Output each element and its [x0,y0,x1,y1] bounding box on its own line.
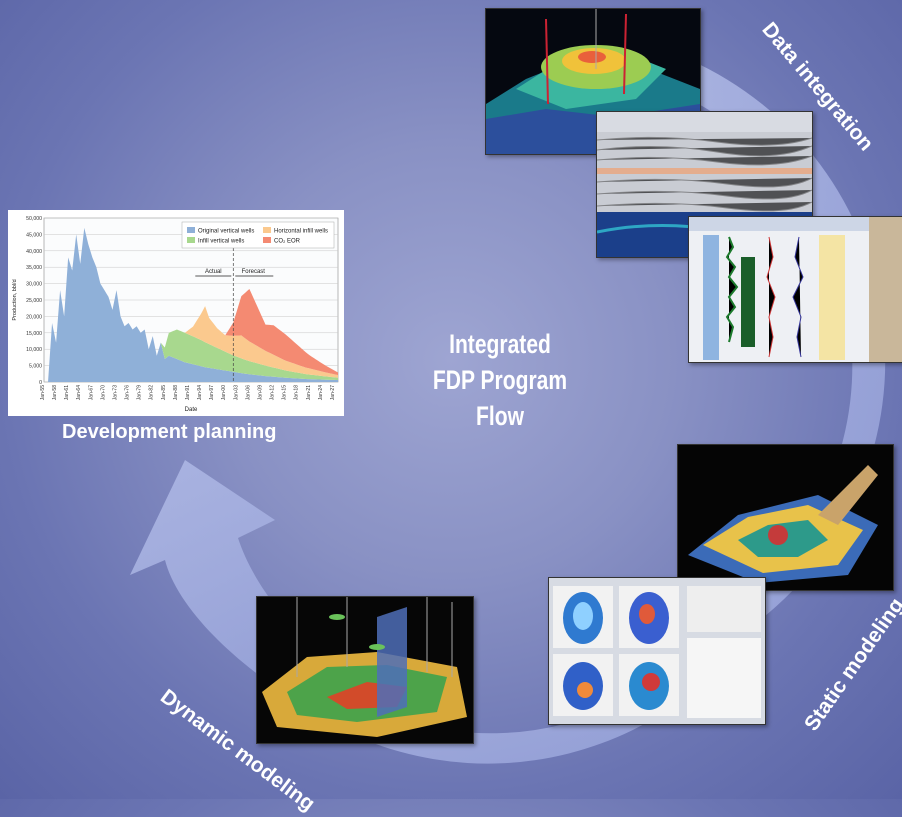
x-axis-label: Date [185,407,198,413]
x-tick-label: Jan-06 [245,385,251,401]
x-tick-label: Jan-64 [76,385,82,401]
x-tick-label: Jan-03 [233,385,239,401]
legend-swatch [187,227,195,233]
label-development-planning: Development planning [62,421,277,443]
x-tick-label: Jan-24 [318,385,324,401]
legend-swatch [263,237,271,243]
legend-swatch [263,227,271,233]
x-tick-label: Jan-70 [100,385,106,401]
x-tick-label: Jan-67 [88,385,94,401]
title-line2: FDP Program Flow [432,365,568,431]
y-tick-label: 20,000 [26,314,42,320]
x-tick-label: Jan-94 [197,385,203,401]
y-tick-label: 15,000 [26,331,42,337]
x-tick-label: Jan-76 [125,385,131,401]
forecast-label: Forecast [242,269,266,275]
y-tick-label: 10,000 [26,347,42,353]
property-maps-thumbnail [548,577,766,725]
title-line1: Integrated [449,329,551,359]
x-tick-label: Jan-12 [270,385,276,401]
x-tick-label: Jan-79 [137,385,143,401]
y-axis-label: Production, bbl/d [12,279,18,320]
y-tick-label: 50,000 [26,216,42,222]
diagram-title: Integrated FDP Program Flow [406,326,593,434]
x-tick-label: Jan-73 [112,385,118,401]
y-tick-label: 45,000 [26,232,42,238]
legend-label: Original vertical wells [198,229,254,235]
y-tick-label: 30,000 [26,282,42,288]
y-tick-label: 5,000 [29,364,42,370]
x-tick-label: Jan-15 [282,385,288,401]
actual-label: Actual [205,269,222,275]
x-tick-label: Jan-61 [64,385,70,401]
legend-label: Horizontal infill wells [274,229,328,235]
legend-swatch [187,237,195,243]
series-area [44,227,338,382]
legend-box [181,221,335,249]
production-chart-svg: 0 5,000 10,000 15,000 20,000 25,000 30,000 35,0… [12,216,339,413]
y-tick-label: 40,000 [26,249,42,255]
series-area [44,227,338,382]
x-tick-label: Jan-97 [209,385,215,401]
y-tick-label: 25,000 [26,298,42,304]
x-tick-label: Jan-55 [40,385,46,401]
series-area [44,227,338,382]
x-tick-label: Jan-27 [330,385,336,401]
y-tick-label: 0 [39,380,42,386]
x-tick-label: Jan-85 [161,385,167,401]
y-tick-label: 35,000 [26,265,42,271]
x-tick-label: Jan-82 [149,385,155,401]
x-tick-label: Jan-09 [257,385,263,401]
production-forecast-chart: 0 5,000 10,000 15,000 20,000 25,000 30,000 35,0… [8,210,344,416]
x-tick-label: Jan-58 [52,385,58,401]
x-tick-label: Jan-00 [221,385,227,401]
x-tick-label: Jan-88 [173,385,179,401]
x-tick-label: Jan-91 [185,385,191,401]
static-model-3d-thumbnail [677,444,894,591]
legend-label: Infill vertical wells [198,239,244,245]
x-tick-label: Jan-18 [294,385,300,401]
seismic-3d-thumbnail [485,8,701,155]
x-tick-label: Jan-21 [306,385,312,401]
dynamic-model-thumbnail [256,596,474,744]
legend-label: CO₂ EOR [274,239,301,245]
well-log-thumbnail [688,216,902,363]
